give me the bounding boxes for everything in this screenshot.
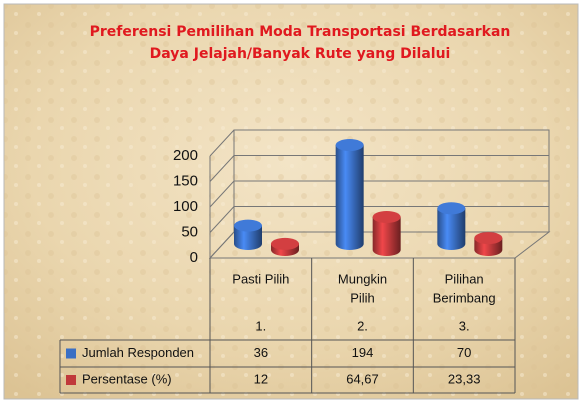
legend-swatch	[66, 375, 76, 385]
category-label: Pilihan	[445, 271, 484, 286]
category-number: 3.	[459, 318, 470, 333]
bar-top	[437, 202, 466, 215]
data-label: 194	[352, 345, 374, 360]
grid-line	[209, 180, 549, 208]
bar-top	[335, 139, 364, 152]
bar-top	[271, 237, 299, 250]
category-label: Mungkin	[338, 271, 387, 286]
category-label: Pilih	[350, 290, 375, 305]
data-label: 12	[254, 371, 268, 386]
legend-label: Jumlah Responden	[82, 345, 194, 360]
bar	[437, 208, 466, 250]
category-label: Berimbang	[433, 290, 496, 305]
y-tick-label: 150	[173, 172, 198, 189]
category-label: Pasti Pilih	[232, 271, 289, 286]
data-label: 64,67	[346, 371, 379, 386]
y-tick-label: 100	[173, 198, 198, 215]
data-label: 70	[457, 345, 471, 360]
texture	[4, 4, 578, 399]
bar	[372, 217, 401, 256]
y-tick-label: 0	[190, 249, 198, 266]
chart-title: Daya Jelajah/Banyak Rute yang Dilalui	[150, 46, 451, 62]
category-number: 2.	[357, 318, 368, 333]
data-label: 23,33	[448, 371, 481, 386]
bar	[234, 225, 262, 250]
y-tick-label: 50	[181, 223, 198, 240]
legend-swatch	[66, 348, 76, 359]
bar-top	[234, 219, 262, 232]
chart-title: Preferensi Pemilihan Moda Transportasi B…	[90, 24, 511, 40]
legend-label: Persentase (%)	[82, 371, 172, 386]
grid-line	[209, 129, 549, 157]
category-number: 1.	[255, 318, 266, 333]
bar-top	[372, 211, 401, 224]
bar	[335, 145, 364, 250]
data-label: 36	[254, 345, 268, 360]
grid-line	[209, 155, 549, 182]
bar-top	[474, 232, 503, 245]
y-tick-label: 200	[173, 147, 198, 164]
